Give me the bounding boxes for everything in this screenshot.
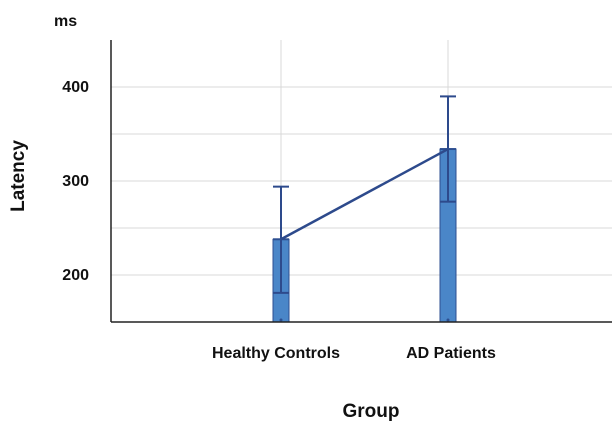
y-tick-labels: 200 300 400 (62, 79, 89, 284)
grid (111, 40, 612, 322)
series-line-group (280, 147, 449, 241)
axes (110, 40, 612, 323)
x-tick-labels: Healthy Controls AD Patients (212, 345, 496, 362)
bar-base-dot (446, 318, 450, 322)
y-unit-label: ms (54, 13, 77, 30)
y-tick-label: 200 (62, 267, 89, 284)
x-tick-label: Healthy Controls (212, 345, 340, 362)
x-tick-label: AD Patients (406, 345, 496, 362)
series-line (280, 147, 449, 241)
bars (272, 148, 457, 323)
y-tick-label: 300 (62, 173, 89, 190)
x-axis-title: Group (343, 401, 400, 421)
y-tick-label: 400 (62, 79, 89, 96)
bar-base-dot (279, 318, 283, 322)
y-axis-title: Latency (8, 140, 29, 212)
